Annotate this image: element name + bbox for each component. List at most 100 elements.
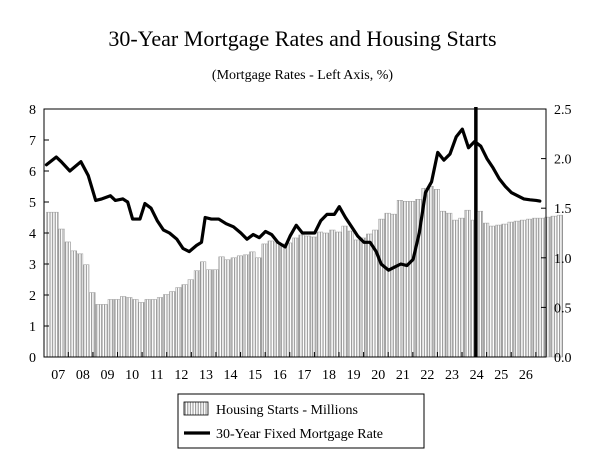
left-axis-tick-label: 2 [29, 289, 36, 304]
housing-starts-bar [483, 222, 490, 358]
housing-starts-bar [396, 200, 404, 358]
housing-starts-bar [144, 299, 151, 358]
x-axis-tick-label: 17 [297, 368, 311, 383]
x-axis-tick-label: 22 [420, 368, 434, 383]
housing-starts-bar [156, 297, 164, 358]
right-axis-tick-label: 2.5 [554, 103, 572, 118]
housing-starts-bar [64, 241, 71, 358]
left-axis-tick-label: 0 [29, 351, 36, 366]
housing-starts-bar [446, 212, 453, 358]
housing-starts-bar [526, 218, 533, 358]
x-axis-tick-label: 23 [445, 368, 459, 383]
x-axis-tick-label: 19 [347, 368, 361, 383]
housing-starts-bar [230, 257, 237, 358]
x-axis-tick-label: 14 [224, 368, 238, 383]
right-axis-tick-label: 0.0 [554, 351, 572, 366]
x-axis-tick-label: 16 [273, 368, 287, 383]
housing-starts-bar [46, 211, 53, 358]
housing-starts-bar [304, 235, 311, 358]
housing-starts-bar [409, 201, 416, 358]
housing-starts-bar [532, 217, 539, 358]
legend: Housing Starts - Millions 30-Year Fixed … [177, 393, 425, 449]
housing-starts-bar [519, 219, 527, 358]
left-axis-tick-label: 1 [29, 320, 36, 335]
legend-box [177, 393, 425, 449]
housing-starts-bar [224, 259, 231, 358]
housing-starts-bar [464, 209, 471, 358]
legend-label-mortgage-rate: 30-Year Fixed Mortgage Rate [216, 427, 383, 442]
housing-starts-bar [476, 210, 484, 358]
housing-starts-bar [169, 291, 176, 358]
housing-starts-bar [107, 299, 114, 358]
x-axis-tick-label: 15 [248, 368, 262, 383]
x-axis-tick-label: 11 [150, 368, 163, 383]
housing-starts-bar [433, 189, 440, 358]
housing-starts-bar [341, 225, 348, 358]
housing-starts-bar [292, 237, 299, 358]
x-axis-tick-label: 18 [322, 368, 336, 383]
left-axis-tick-label: 3 [29, 258, 36, 273]
housing-starts-bars [46, 186, 563, 358]
left-axis-tick-label: 4 [29, 227, 36, 242]
housing-starts-bar [279, 243, 287, 358]
right-axis-tick-label: 1.0 [554, 252, 572, 267]
housing-starts-bar [298, 234, 305, 358]
housing-starts-bar [101, 304, 108, 358]
x-axis-tick-label: 21 [396, 368, 410, 383]
chart-title: 30-Year Mortgage Rates and Housing Start… [108, 26, 497, 51]
housing-starts-bar [70, 250, 77, 358]
housing-starts-bar [550, 215, 557, 358]
housing-starts-bar [193, 270, 201, 358]
housing-starts-bar [286, 242, 293, 358]
x-axis-tick-label: 20 [371, 368, 385, 383]
housing-starts-bar [329, 229, 336, 358]
housing-starts-bar [507, 221, 514, 358]
left-axis: 0 1 2 3 4 5 6 7 8 [29, 103, 49, 366]
x-axis-tick-label: 07 [51, 368, 65, 383]
x-axis-tick-label: 13 [199, 368, 213, 383]
x-axis-tick-label: 10 [125, 368, 139, 383]
right-axis-tick-label: 2.0 [554, 153, 572, 168]
housing-starts-bar [359, 237, 367, 358]
housing-starts-bar [556, 214, 563, 358]
x-axis-tick-label: 09 [101, 368, 115, 383]
housing-starts-bar [452, 219, 459, 358]
left-axis-tick-label: 8 [29, 103, 36, 118]
housing-starts-bar [427, 186, 434, 358]
housing-starts-bar [384, 212, 391, 358]
housing-starts-bar [316, 231, 324, 358]
housing-starts-bar [273, 241, 280, 358]
housing-starts-bar [181, 284, 188, 358]
mortgage-rate-line [44, 127, 542, 272]
housing-starts-bar [95, 304, 102, 358]
housing-starts-bar [310, 236, 317, 358]
housing-starts-bar [353, 239, 360, 358]
x-axis: 07 08 09 10 11 12 13 14 15 16 17 18 19 20 21 22 23 24 25 26 [51, 352, 537, 383]
housing-starts-bar [513, 220, 520, 358]
x-axis-tick-label: 08 [76, 368, 90, 383]
housing-starts-bar [187, 279, 194, 358]
housing-starts-bar [323, 232, 330, 358]
housing-starts-bar [200, 261, 207, 358]
housing-starts-bar [212, 269, 219, 358]
x-axis-tick-label: 12 [174, 368, 188, 383]
housing-starts-bar [76, 253, 84, 358]
housing-starts-bar [458, 217, 465, 358]
housing-starts-bar [249, 251, 256, 358]
housing-starts-bar [261, 243, 268, 358]
housing-starts-bar [335, 231, 342, 358]
housing-starts-bar [439, 210, 447, 358]
left-axis-tick-label: 5 [29, 196, 36, 211]
housing-starts-bar [163, 294, 170, 358]
x-axis-tick-label: 26 [519, 368, 533, 383]
left-axis-tick-label: 7 [29, 134, 36, 149]
housing-starts-bar [132, 299, 139, 358]
housing-starts-bar [378, 218, 385, 358]
housing-starts-bar [120, 296, 127, 358]
legend-swatch-housing-starts [183, 401, 209, 416]
housing-starts-bar [501, 223, 508, 358]
housing-starts-bar [366, 233, 373, 358]
housing-starts-bar [255, 257, 262, 358]
housing-starts-bar [83, 264, 90, 358]
x-axis-tick-label: 24 [470, 368, 484, 383]
